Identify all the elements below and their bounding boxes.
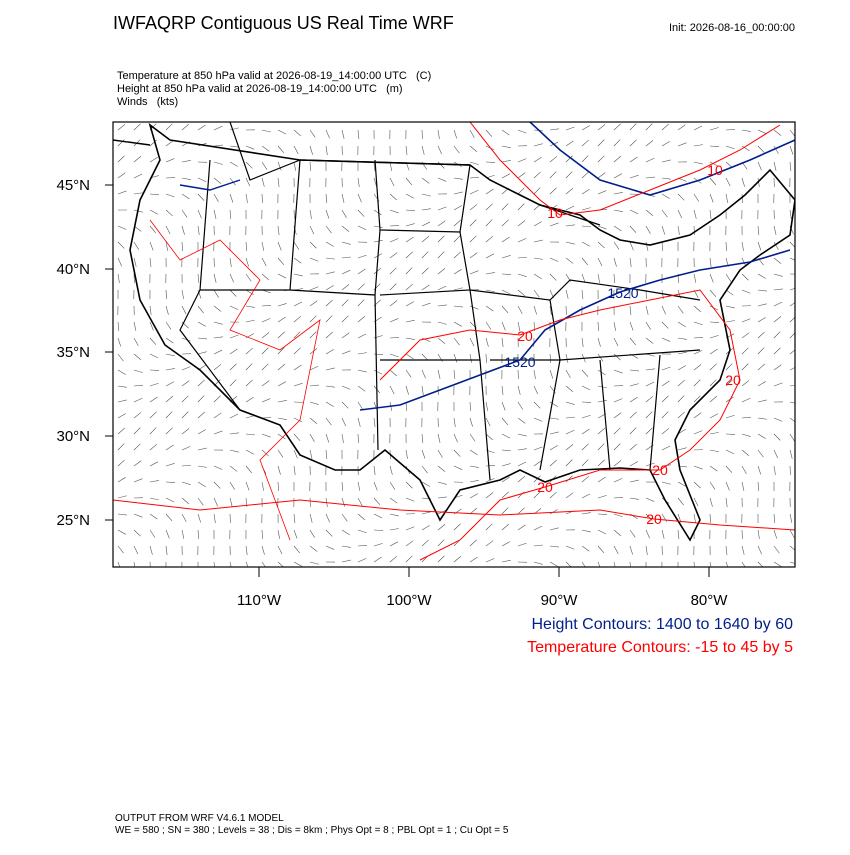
footer: WE = 580 ; SN = 380 ; Levels = 38 ; Dis … <box>115 825 509 836</box>
field-label: Height at 850 hPa valid at 2026-08-19_14… <box>117 83 403 95</box>
contour-label: 20 <box>517 328 533 344</box>
contour-label: 1520 <box>607 285 638 301</box>
contour-label: 1520 <box>504 354 535 370</box>
lon-label: 100°W <box>386 592 432 609</box>
lon-label: 110°W <box>237 592 282 609</box>
contour-label: 10 <box>707 162 723 178</box>
lat-label: 25°N <box>56 512 90 529</box>
footer: OUTPUT FROM WRF V4.6.1 MODEL <box>115 813 284 824</box>
lat-label: 30°N <box>56 428 90 445</box>
legend-height: Height Contours: 1400 to 1640 by 60 <box>531 616 793 633</box>
title: IWFAQRP Contiguous US Real Time WRF <box>113 13 454 33</box>
field-label: Temperature at 850 hPa valid at 2026-08-… <box>117 70 431 82</box>
lat-label: 45°N <box>56 177 90 194</box>
legend-temperature: Temperature Contours: -15 to 45 by 5 <box>527 639 793 656</box>
contour-label: 10 <box>547 205 563 221</box>
lat-label: 35°N <box>56 344 90 361</box>
contour-label: 20 <box>725 372 741 388</box>
init-time: Init: 2026-08-16_00:00:00 <box>669 22 795 34</box>
lon-label: 90°W <box>541 592 579 609</box>
contour-label: 20 <box>646 511 662 527</box>
contour-label: 20 <box>537 479 553 495</box>
lon-label: 80°W <box>691 592 729 609</box>
field-label: Winds (kts) <box>117 96 178 108</box>
contour-label: 20 <box>652 462 668 478</box>
lat-label: 40°N <box>56 261 90 278</box>
